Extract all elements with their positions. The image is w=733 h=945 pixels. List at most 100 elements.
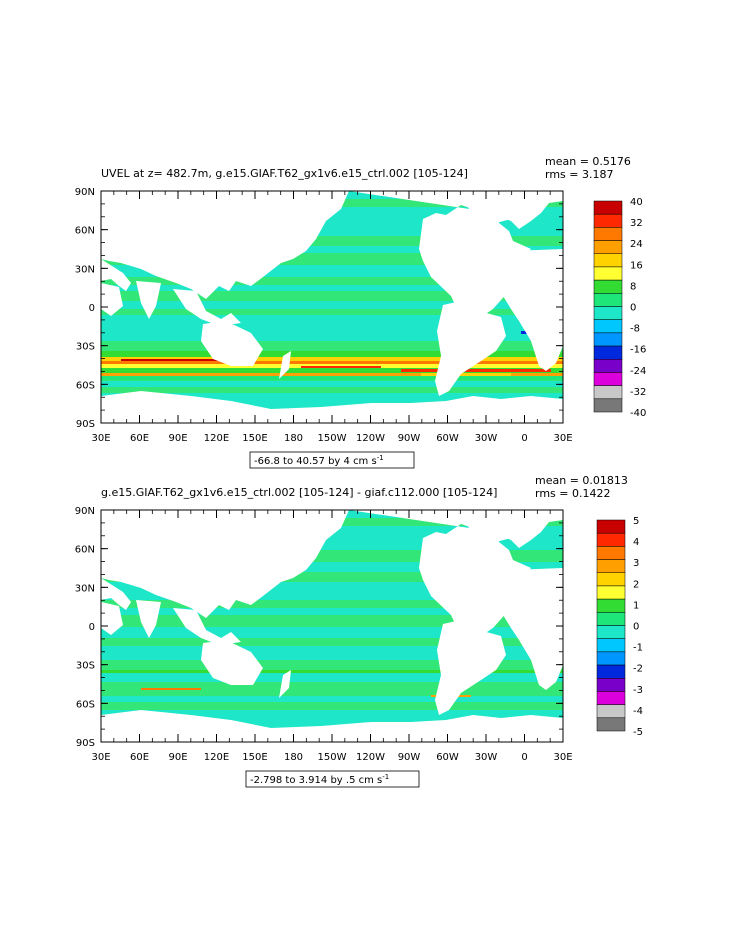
current-streak [101, 376, 563, 380]
colorbar-swatch [596, 585, 626, 600]
colorbar-label: 0 [633, 622, 639, 633]
colorbar-label: 0 [630, 303, 636, 314]
lon-label: 120E [204, 433, 229, 444]
map-axes: 90N 60N 30N 0 30S 60S 90S 30E 60E 90E 120E 150E 180 1… [75, 187, 573, 444]
lon-label: 180 [284, 433, 303, 444]
lat-label: 30S [76, 342, 95, 353]
colorbar-swatch [593, 293, 623, 307]
colorbar-swatch [593, 240, 623, 254]
lon-label: 60E [130, 752, 149, 763]
rms-stat: rms = 0.1422 [535, 487, 610, 500]
colorbar: 40 32 24 16 8 0 -8 -16 -24 -32 -40 [593, 197, 646, 419]
colorbar-swatch [593, 279, 623, 294]
lon-label: 180 [284, 752, 303, 763]
lon-label: 120W [356, 752, 385, 763]
range-label: -66.8 to 40.57 by 4 cm s-1 [254, 454, 384, 467]
colorbar-swatch [593, 398, 623, 413]
lon-label: 90E [168, 752, 187, 763]
colorbar-swatch [593, 372, 623, 386]
map-panel-upper: UVEL at z= 482.7m, g.e15.GIAF.T62_gx1v6.… [75, 155, 646, 469]
lat-label: 60S [76, 699, 95, 710]
lat-label: 90S [76, 419, 95, 430]
colorbar-label: -1 [633, 643, 643, 654]
panel-title: g.e15.GIAF.T62_gx1v6.e15_ctrl.002 [105-1… [101, 486, 497, 499]
colorbar-swatch [596, 572, 626, 587]
colorbar-label: 16 [630, 260, 643, 271]
range-label: -2.798 to 3.914 by .5 cm s-1 [250, 773, 389, 786]
lon-label: 30E [91, 433, 110, 444]
colorbar-label: -3 [633, 685, 643, 696]
lon-label: 60W [436, 752, 459, 763]
panel-title: UVEL at z= 482.7m, g.e15.GIAF.T62_gx1v6.… [101, 167, 468, 180]
mean-stat: mean = 0.5176 [545, 155, 631, 168]
zonal-band [101, 600, 563, 608]
colorbar-swatch [596, 678, 626, 692]
lon-label: 60E [130, 433, 149, 444]
current-streak [301, 366, 381, 368]
colorbar-label: -8 [630, 324, 640, 335]
lon-label: 150E [242, 433, 267, 444]
current-streak [101, 351, 563, 357]
colorbar-label: -32 [630, 387, 646, 398]
colorbar-swatch [596, 546, 626, 560]
lon-label: 120E [204, 752, 229, 763]
lon-label: 120W [356, 433, 385, 444]
current-streak [101, 373, 563, 376]
lat-label: 0 [89, 303, 95, 314]
colorbar-label: -5 [633, 727, 643, 738]
colorbar-label: -40 [630, 408, 646, 419]
colorbar-swatch [593, 359, 623, 373]
colorbar: 5 4 3 2 1 0 -1 -2 -3 -4 -5 [596, 516, 643, 738]
lon-label: 60W [436, 433, 459, 444]
colorbar-swatch [593, 385, 623, 400]
current-streak [121, 359, 241, 361]
colorbar-swatch [596, 598, 626, 613]
colorbar-swatch [596, 532, 626, 547]
colorbar-swatch [596, 612, 626, 626]
ocean-field-map [101, 191, 563, 423]
colorbar-label: -24 [630, 366, 646, 377]
colorbar-swatch [593, 345, 623, 360]
colorbar-label: 5 [633, 516, 639, 527]
rms-stat: rms = 3.187 [545, 168, 613, 181]
colorbar-label: 2 [633, 579, 639, 590]
colorbar-label: 1 [633, 600, 639, 611]
lon-label: 0 [521, 433, 527, 444]
colorbar-swatch [593, 253, 623, 268]
zonal-band [101, 572, 563, 582]
lat-label: 30S [76, 661, 95, 672]
zonal-band [101, 387, 563, 393]
colorbar-swatch [596, 651, 626, 666]
lat-label: 90N [75, 506, 95, 517]
range-box [249, 451, 415, 469]
current-streak [101, 357, 563, 361]
lat-label: 60S [76, 380, 95, 391]
lon-label: 90W [398, 752, 421, 763]
colorbar-swatch [596, 625, 626, 639]
lat-label: 60N [75, 545, 95, 556]
current-streak [401, 369, 551, 372]
colorbar-label: -16 [630, 345, 646, 356]
lon-label: 150E [242, 752, 267, 763]
colorbar-swatch [593, 227, 623, 241]
zonal-band [101, 660, 563, 670]
colorbar-label: 8 [630, 281, 636, 292]
lon-label: 150W [318, 433, 347, 444]
colorbar-label: -2 [633, 664, 643, 675]
colorbar-swatch [593, 319, 623, 334]
lon-label: 30W [475, 752, 498, 763]
zonal-band [101, 236, 563, 246]
colorbar-label: -4 [633, 706, 643, 717]
lat-label: 60N [75, 226, 95, 237]
range-box [245, 770, 420, 788]
lon-label: 30W [475, 433, 498, 444]
lat-label: 90N [75, 187, 95, 198]
lon-label: 30E [553, 433, 572, 444]
zonal-band [101, 277, 563, 285]
colorbar-swatch [593, 266, 623, 281]
ocean-field-map [101, 510, 563, 742]
map-axes: 90N 60N 30N 0 30S 60S 90S 30E 60E 90E 120E 150E 180 1… [75, 506, 573, 763]
current-streak [101, 361, 563, 364]
colorbar-swatch [596, 519, 626, 534]
